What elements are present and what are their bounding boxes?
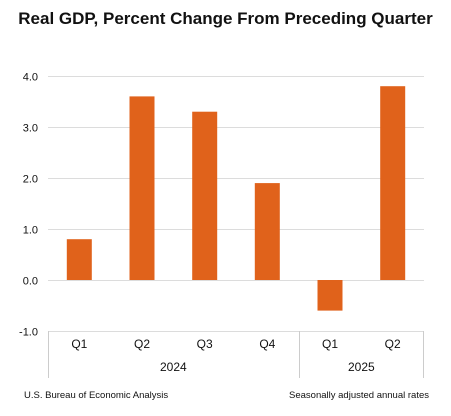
year-label: 2025 [348,360,375,374]
x-tick-label: Q3 [197,337,213,351]
x-tick-label: Q2 [385,337,401,351]
source-note: U.S. Bureau of Economic Analysis [24,390,169,401]
year-label: 2024 [160,360,187,374]
y-tick-label: -1.0 [19,327,38,339]
bar [66,239,92,280]
bar [380,86,406,280]
rate-note: Seasonally adjusted annual rates [289,390,429,401]
x-tick-label: Q1 [71,337,87,351]
x-tick-label: Q4 [259,337,275,351]
y-tick-label: 3.0 [23,123,38,135]
bar [129,96,155,281]
y-tick-label: 4.0 [23,72,38,84]
x-tick-label: Q1 [322,337,338,351]
y-tick-label: 2.0 [23,174,38,186]
chart-title: Real GDP, Percent Change From Preceding … [18,9,433,28]
bar [254,183,280,280]
bar [192,111,218,280]
y-tick-label: 0.0 [23,276,38,288]
y-tick-label: 1.0 [23,225,38,237]
bar [317,280,343,311]
x-tick-label: Q2 [134,337,150,351]
